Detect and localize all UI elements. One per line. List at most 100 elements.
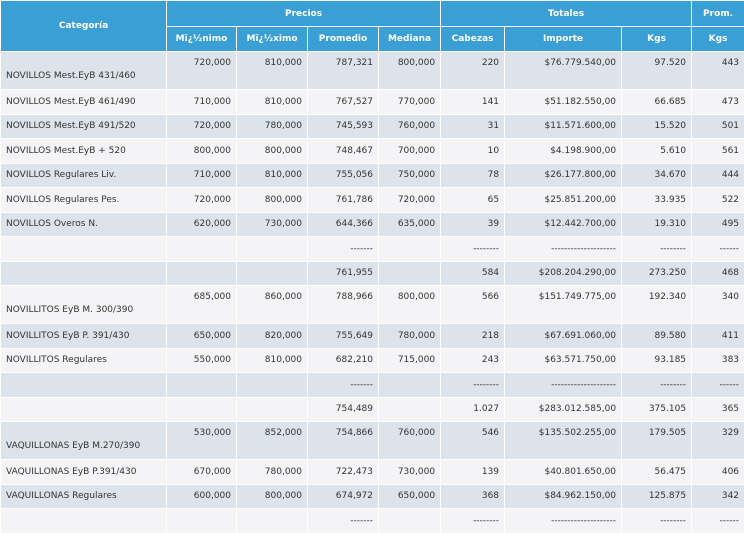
cell-prom-kgs: 383: [691, 347, 744, 373]
cell-categoria: NOVILLOS Mest.EyB 431/460: [0, 51, 167, 90]
cell-cabezas: 139: [440, 459, 506, 485]
header-promedio: Promedio: [307, 26, 379, 52]
cell-kgs: 179.505: [621, 421, 693, 460]
cell-importe: $4.198.900,00: [504, 138, 623, 164]
cell-kgs: 15.520: [621, 113, 693, 139]
cell-minimo: [166, 260, 237, 286]
cell-importe: $84.962.150,00: [504, 483, 623, 509]
cell-prom-kgs: 411: [691, 323, 744, 349]
cell-minimo: 710,000: [166, 162, 237, 188]
cell-cabezas: 368: [440, 483, 506, 509]
table-row: NOVILLOS Mest.EyB 461/490 710,000 810,000 7…: [0, 89, 744, 115]
cell-kgs: --------: [621, 508, 693, 534]
cell-cabezas: 78: [440, 162, 506, 188]
cell-minimo: 550,000: [166, 347, 237, 373]
cell-categoria: NOVILLOS Mest.EyB + 520: [0, 138, 167, 164]
cell-maximo: 800,000: [236, 187, 308, 213]
cell-importe: --------------------: [504, 236, 623, 262]
table-row: 754,489 1.027 $283.012.585,00 375.105 365: [0, 396, 744, 422]
cell-importe: $283.012.585,00: [504, 396, 623, 422]
cell-mediana: 770,000: [377, 89, 442, 115]
cell-categoria: NOVILLOS Regulares Liv.: [0, 162, 167, 188]
cell-minimo: 800,000: [166, 138, 237, 164]
header-importe: Importe: [504, 26, 623, 52]
cell-promedio: 674,972: [307, 483, 379, 509]
cell-cabezas: 220: [440, 51, 506, 90]
cell-mediana: [377, 508, 442, 534]
cell-categoria: NOVILLITOS EyB M. 300/390: [0, 285, 167, 324]
table-row: VAQUILLONAS EyB P.391/430 670,000 780,000 7…: [0, 459, 744, 485]
table-row: VAQUILLONAS Regulares 600,000 800,000 674,9…: [0, 483, 744, 509]
cell-maximo: [236, 508, 308, 534]
table-row: NOVILLITOS EyB P. 391/430 650,000 820,000 7…: [0, 323, 744, 349]
cell-kgs: 34.670: [621, 162, 693, 188]
cell-prom-kgs: 444: [691, 162, 744, 188]
cell-kgs: 89.580: [621, 323, 693, 349]
cell-maximo: 810,000: [236, 89, 308, 115]
cell-minimo: [166, 372, 237, 398]
cell-maximo: 810,000: [236, 51, 308, 90]
cell-prom-kgs: 468: [691, 260, 744, 286]
cell-prom-kgs: 495: [691, 211, 744, 237]
cell-categoria: VAQUILLONAS EyB P.391/430: [0, 459, 167, 485]
cell-kgs: 375.105: [621, 396, 693, 422]
cell-cabezas: 243: [440, 347, 506, 373]
cell-categoria: [0, 260, 167, 286]
cell-importe: --------------------: [504, 508, 623, 534]
cell-maximo: 780,000: [236, 113, 308, 139]
cell-importe: $11.571.600,00: [504, 113, 623, 139]
cell-mediana: 800,000: [377, 51, 442, 90]
cell-cabezas: 566: [440, 285, 506, 324]
cell-categoria: [0, 508, 167, 534]
cell-mediana: 715,000: [377, 347, 442, 373]
header-categoria: Categoría: [0, 0, 167, 52]
cell-importe: $12.442.700,00: [504, 211, 623, 237]
cell-mediana: 780,000: [377, 323, 442, 349]
table-row: ------- -------- -------------------- -----…: [0, 236, 744, 262]
cell-promedio: 761,955: [307, 260, 379, 286]
cell-minimo: 670,000: [166, 459, 237, 485]
cell-importe: $67.691.060,00: [504, 323, 623, 349]
cell-cabezas: 218: [440, 323, 506, 349]
cell-maximo: 780,000: [236, 459, 308, 485]
cell-mediana: 720,000: [377, 187, 442, 213]
cell-kgs: --------: [621, 236, 693, 262]
cell-minimo: [166, 508, 237, 534]
cell-mediana: [377, 396, 442, 422]
cell-prom-kgs: ------: [691, 236, 744, 262]
cell-kgs: 93.185: [621, 347, 693, 373]
cell-promedio: 754,866: [307, 421, 379, 460]
cell-importe: $40.801.650,00: [504, 459, 623, 485]
cell-promedio: 755,649: [307, 323, 379, 349]
cell-importe: $208.204.290,00: [504, 260, 623, 286]
cell-importe: $76.779.540,00: [504, 51, 623, 90]
header-totales: Totales: [440, 0, 693, 27]
cell-cabezas: --------: [440, 508, 506, 534]
cell-promedio: 644,366: [307, 211, 379, 237]
table-row: NOVILLITOS Regulares 550,000 810,000 682,21…: [0, 347, 744, 373]
cell-cabezas: 141: [440, 89, 506, 115]
cell-minimo: 720,000: [166, 51, 237, 90]
header-precios: Precios: [165, 0, 442, 27]
cell-promedio: -------: [307, 236, 379, 262]
cell-promedio: 754,489: [307, 396, 379, 422]
cell-minimo: 620,000: [166, 211, 237, 237]
cell-cabezas: 546: [440, 421, 506, 460]
cell-mediana: [377, 236, 442, 262]
header-maximo: Mï¿½ximo: [236, 26, 308, 52]
cell-maximo: 810,000: [236, 162, 308, 188]
table-row: VAQUILLONAS EyB M.270/390 530,000 852,000 7…: [0, 421, 744, 460]
cell-cabezas: 65: [440, 187, 506, 213]
cell-kgs: 125.875: [621, 483, 693, 509]
cell-maximo: 800,000: [236, 483, 308, 509]
cell-kgs: 33.935: [621, 187, 693, 213]
cell-promedio: 682,210: [307, 347, 379, 373]
cell-maximo: [236, 372, 308, 398]
cell-promedio: 755,056: [307, 162, 379, 188]
cell-mediana: 750,000: [377, 162, 442, 188]
cell-kgs: 97.520: [621, 51, 693, 90]
cell-minimo: 600,000: [166, 483, 237, 509]
cell-maximo: 730,000: [236, 211, 308, 237]
cell-cabezas: 10: [440, 138, 506, 164]
